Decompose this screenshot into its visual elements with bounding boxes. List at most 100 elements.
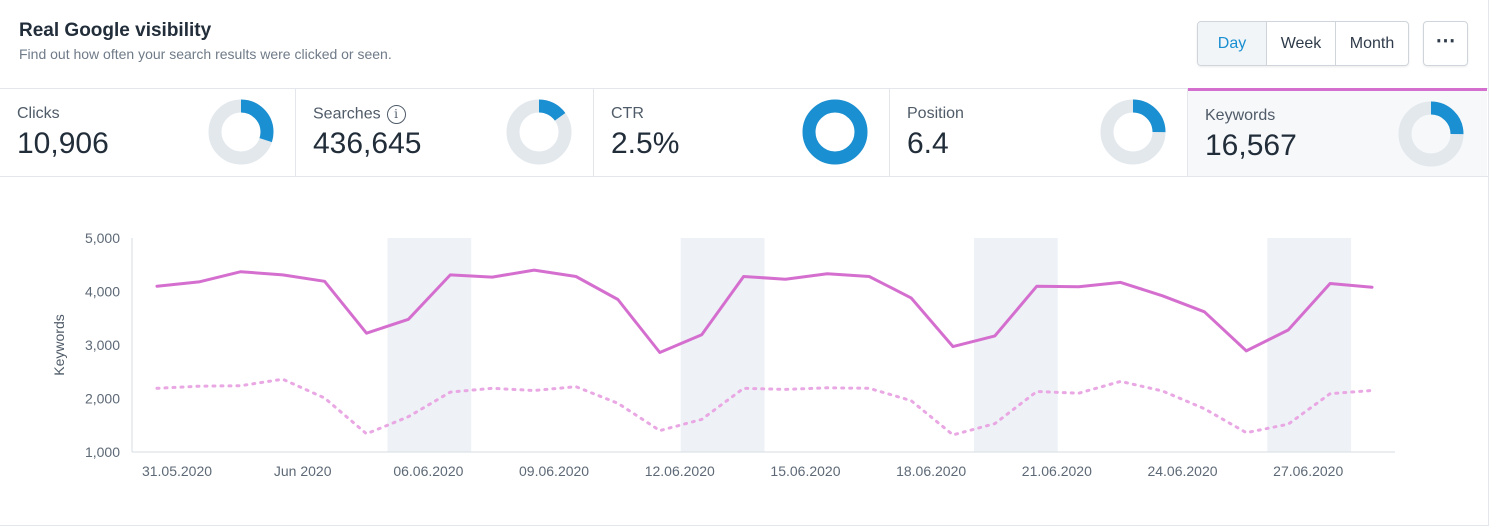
point-dotted[interactable] — [574, 385, 578, 389]
y-tick-label: 5,000 — [85, 230, 120, 246]
point-solid[interactable] — [825, 272, 829, 276]
point-solid[interactable] — [951, 345, 955, 349]
metric-value: 6.4 — [907, 127, 949, 160]
point-solid[interactable] — [448, 273, 452, 277]
metric-searches[interactable]: Searches i 436,645 — [296, 89, 594, 176]
point-dotted[interactable] — [616, 401, 620, 405]
y-tick-label: 4,000 — [85, 284, 120, 300]
metric-ctr[interactable]: CTR 2.5% — [594, 89, 890, 176]
metric-label: Position — [907, 105, 964, 122]
point-solid[interactable] — [1328, 281, 1332, 285]
point-solid[interactable] — [1370, 285, 1374, 289]
point-solid[interactable] — [909, 296, 913, 300]
point-dotted[interactable] — [239, 384, 243, 388]
point-dotted[interactable] — [155, 386, 159, 390]
x-tick-label: 15.06.2020 — [770, 463, 840, 479]
point-dotted[interactable] — [742, 386, 746, 390]
metric-position[interactable]: Position 6.4 — [890, 89, 1188, 176]
point-dotted[interactable] — [1202, 407, 1206, 411]
point-dotted[interactable] — [490, 386, 494, 390]
x-tick-label: 09.06.2020 — [519, 463, 589, 479]
point-solid[interactable] — [783, 277, 787, 281]
point-solid[interactable] — [490, 275, 494, 279]
period-selector: Day Week Month — [1197, 21, 1409, 66]
x-tick-label: 27.06.2020 — [1273, 463, 1343, 479]
point-dotted[interactable] — [532, 388, 536, 392]
point-solid[interactable] — [993, 334, 997, 338]
point-dotted[interactable] — [993, 422, 997, 426]
point-dotted[interactable] — [1161, 389, 1165, 393]
point-dotted[interactable] — [783, 387, 787, 391]
period-month-button[interactable]: Month — [1349, 35, 1395, 52]
point-dotted[interactable] — [658, 429, 662, 433]
point-dotted[interactable] — [406, 415, 410, 419]
weekend-band — [973, 238, 1058, 452]
donut-chart — [1398, 101, 1464, 167]
donut-value-arc — [802, 99, 868, 165]
point-solid[interactable] — [155, 284, 159, 288]
donut-chart — [506, 99, 572, 165]
more-options-button[interactable]: ⋯ — [1423, 21, 1468, 66]
metric-clicks[interactable]: Clicks 10,906 — [0, 89, 296, 176]
donut-value-arc — [1100, 99, 1166, 165]
metric-keywords[interactable]: Keywords 16,567 — [1188, 88, 1487, 176]
point-solid[interactable] — [323, 279, 327, 283]
point-dotted[interactable] — [1244, 431, 1248, 435]
point-solid[interactable] — [1161, 294, 1165, 298]
point-solid[interactable] — [700, 333, 704, 337]
point-solid[interactable] — [616, 298, 620, 302]
point-solid[interactable] — [658, 350, 662, 354]
donut-value-arc — [1398, 101, 1464, 167]
period-week-button[interactable]: Week — [1267, 22, 1336, 65]
point-solid[interactable] — [1035, 284, 1039, 288]
metric-label: Clicks — [17, 105, 60, 122]
point-dotted[interactable] — [323, 396, 327, 400]
card-subtitle: Find out how often your search results w… — [19, 46, 392, 62]
point-dotted[interactable] — [951, 433, 955, 437]
point-solid[interactable] — [406, 317, 410, 321]
y-tick-label: 2,000 — [85, 391, 120, 407]
point-solid[interactable] — [742, 275, 746, 279]
keywords-line-chart: 5,000 4,000 3,000 2,000 1,000 31.05.2020 Jun 2… — [51, 230, 1395, 479]
x-tick-label: 12.06.2020 — [645, 463, 715, 479]
point-solid[interactable] — [197, 280, 201, 284]
point-solid[interactable] — [1119, 280, 1123, 284]
point-solid[interactable] — [1286, 328, 1290, 332]
point-dotted[interactable] — [1035, 390, 1039, 394]
point-solid[interactable] — [1202, 310, 1206, 314]
point-dotted[interactable] — [1328, 392, 1332, 396]
point-solid[interactable] — [867, 275, 871, 279]
x-tick-label: 21.06.2020 — [1022, 463, 1092, 479]
point-solid[interactable] — [364, 331, 368, 335]
point-solid[interactable] — [574, 275, 578, 279]
point-dotted[interactable] — [700, 417, 704, 421]
info-icon[interactable]: i — [386, 105, 406, 124]
x-tick-label: 18.06.2020 — [896, 463, 966, 479]
point-dotted[interactable] — [364, 432, 368, 436]
metric-label-text: Searches — [313, 105, 381, 123]
point-solid[interactable] — [532, 268, 536, 272]
y-tick-label: 1,000 — [85, 444, 120, 460]
point-dotted[interactable] — [1119, 379, 1123, 383]
point-dotted[interactable] — [448, 390, 452, 394]
card-title: Real Google visibility — [19, 20, 212, 41]
donut-chart — [208, 99, 274, 165]
point-dotted[interactable] — [281, 377, 285, 381]
point-dotted[interactable] — [1370, 388, 1374, 392]
period-day-button[interactable]: Day — [1198, 22, 1267, 65]
point-solid[interactable] — [1244, 349, 1248, 353]
point-dotted[interactable] — [197, 384, 201, 388]
point-dotted[interactable] — [1077, 391, 1081, 395]
donut-chart — [1100, 99, 1166, 165]
series-line-solid — [155, 268, 1374, 354]
point-dotted[interactable] — [867, 386, 871, 390]
point-solid[interactable] — [281, 273, 285, 277]
metric-value: 2.5% — [611, 127, 680, 160]
point-solid[interactable] — [1077, 285, 1081, 289]
point-dotted[interactable] — [1286, 422, 1290, 426]
metric-label: Keywords — [1205, 107, 1276, 124]
point-dotted[interactable] — [825, 386, 829, 390]
point-dotted[interactable] — [909, 399, 913, 403]
point-solid[interactable] — [239, 270, 243, 274]
x-tick-label: Jun 2020 — [274, 463, 332, 479]
